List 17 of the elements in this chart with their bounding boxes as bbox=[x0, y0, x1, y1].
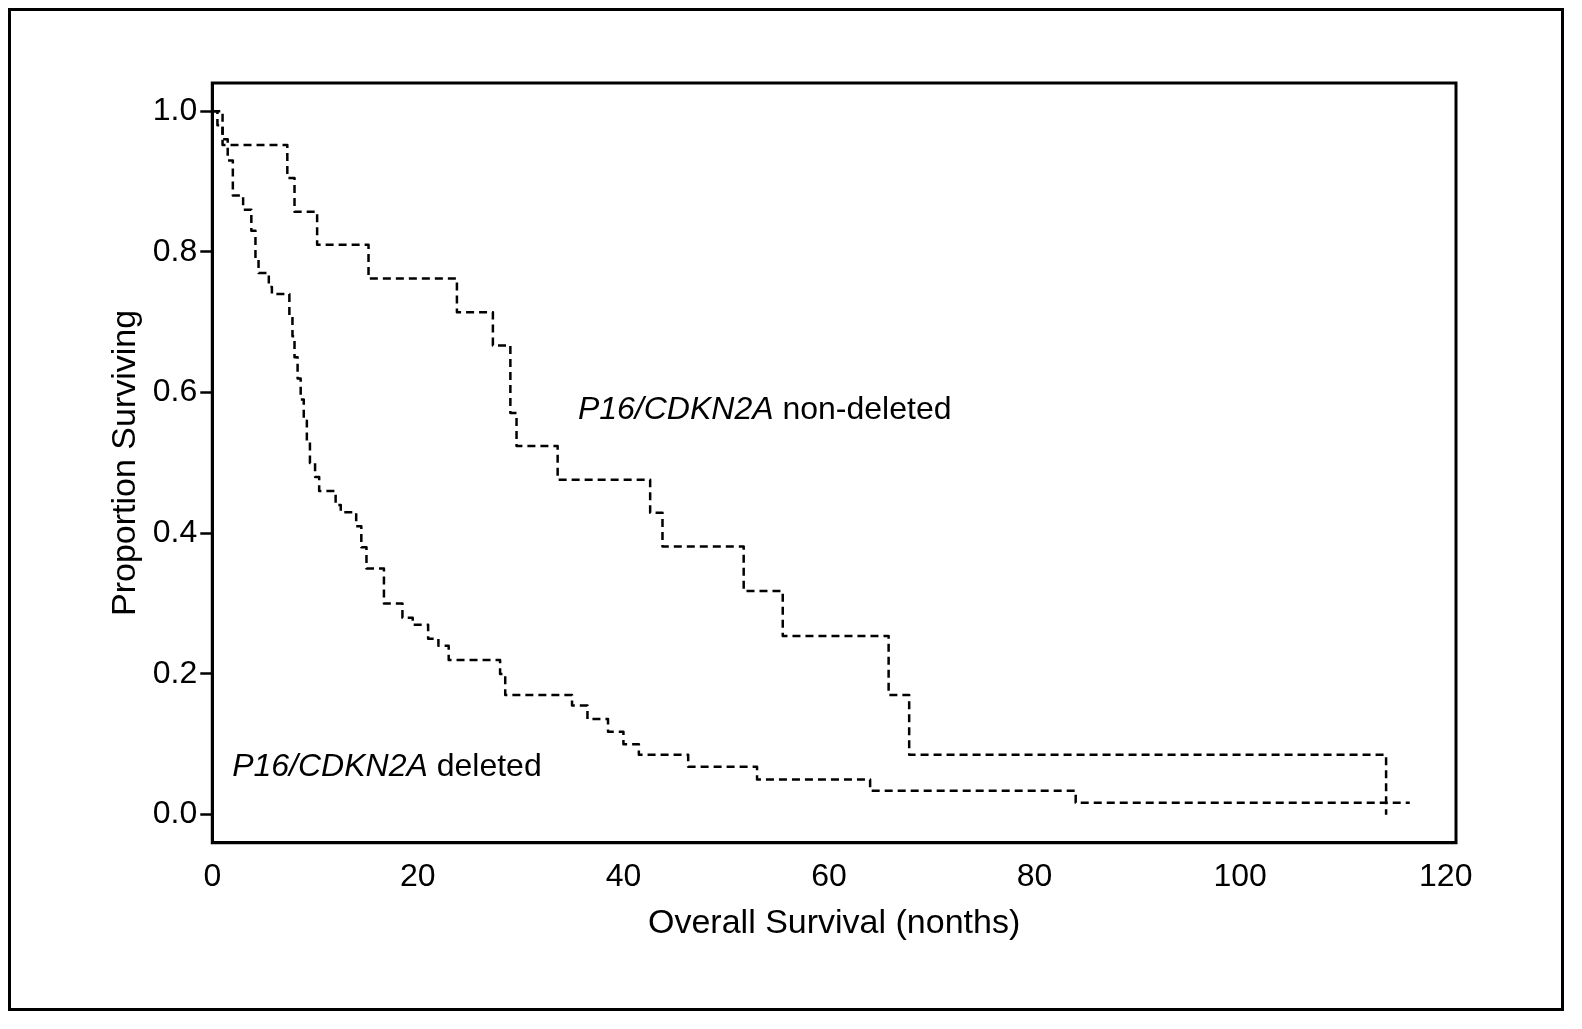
x-tick-label: 120 bbox=[1419, 856, 1473, 893]
y-tick-label: 0.8 bbox=[152, 231, 198, 268]
series-label: P16/CDKN2A deleted bbox=[232, 746, 542, 783]
x-tick-label: 60 bbox=[811, 856, 847, 893]
y-axis-title: Proportion Surviving bbox=[103, 309, 142, 616]
x-tick-label: 0 bbox=[203, 856, 222, 893]
y-tick-label: 1.0 bbox=[152, 90, 198, 127]
y-tick-label: 0.0 bbox=[152, 794, 198, 831]
x-tick-label: 20 bbox=[400, 856, 436, 893]
x-tick-label: 100 bbox=[1213, 856, 1267, 893]
y-tick-label: 0.2 bbox=[152, 653, 198, 690]
x-axis-title: Overall Survival (nonths) bbox=[648, 901, 1021, 940]
x-tick-label: 80 bbox=[1016, 856, 1053, 893]
y-tick-label: 0.6 bbox=[152, 372, 198, 409]
x-tick-label: 40 bbox=[605, 856, 642, 893]
series-label: P16/CDKN2A non-deleted bbox=[577, 389, 952, 426]
y-tick-label: 0.4 bbox=[152, 513, 198, 550]
